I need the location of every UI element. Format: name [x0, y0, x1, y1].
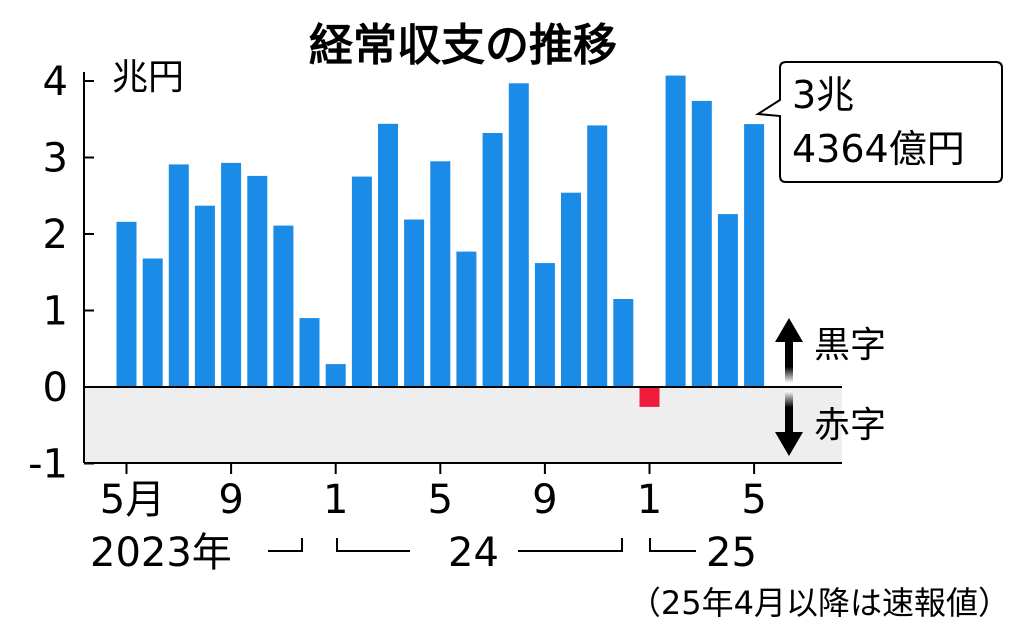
bar-2025-02 — [665, 75, 686, 387]
deficit-region — [84, 387, 842, 463]
x-tick-label: 1 — [637, 477, 662, 523]
bar-2024-04 — [404, 219, 425, 387]
bar-2025-01 — [639, 387, 660, 407]
bar-2024-03 — [378, 123, 398, 388]
bar-2023-05 — [116, 221, 137, 387]
y-axis-ticks: -1 0 1 2 3 4 — [28, 59, 94, 488]
value-callout: 3兆 4364億円 — [754, 61, 1003, 183]
deficit-arrow-icon — [775, 391, 803, 456]
bar-2023-07 — [168, 164, 189, 387]
bar-2024-09 — [534, 263, 555, 387]
bar-2024-08 — [508, 83, 529, 388]
bar-2023-08 — [194, 205, 215, 387]
year-brackets — [268, 538, 696, 552]
y-tick-label: 4 — [43, 59, 68, 105]
year-label-24: 24 — [448, 530, 499, 576]
y-tick-label: 2 — [43, 212, 68, 258]
deficit-label: 赤字 — [814, 405, 886, 446]
y-tick-label: 1 — [43, 289, 68, 335]
bar-2024-01 — [325, 364, 346, 387]
surplus-arrow-icon — [775, 318, 803, 383]
bar-2024-10 — [561, 192, 581, 387]
bar-2023-12 — [299, 318, 320, 387]
x-tick-label: 5月 — [100, 477, 165, 523]
callout-line-2: 4364億円 — [792, 127, 965, 171]
bar-2024-06 — [456, 251, 477, 387]
bar-2025-05 — [744, 124, 765, 387]
y-tick-label: 3 — [43, 136, 68, 182]
bar-2024-12 — [613, 299, 634, 387]
bar-2023-06 — [142, 258, 163, 387]
footnote: （25年4月以降は速報値） — [629, 584, 1010, 622]
x-tick-label: 1 — [323, 477, 348, 523]
chart-title: 経常収支の推移 — [309, 20, 617, 71]
x-axis-ticks: 5月 9 1 5 9 1 5 — [84, 462, 842, 523]
y-unit-label: 兆円 — [112, 57, 184, 98]
x-tick-label: 5 — [741, 477, 766, 523]
bar-2024-05 — [430, 161, 451, 387]
bar-series — [116, 75, 765, 407]
x-tick-label: 9 — [532, 477, 557, 523]
bar-2023-10 — [247, 175, 268, 387]
x-tick-label: 9 — [218, 477, 243, 523]
bar-2023-09 — [221, 162, 242, 387]
bar-2024-11 — [587, 125, 608, 388]
surplus-label: 黒字 — [814, 325, 886, 366]
y-tick-label: 0 — [43, 365, 68, 411]
bar-2023-11 — [273, 225, 294, 387]
bar-2025-03 — [691, 100, 712, 388]
y-tick-label: -1 — [28, 442, 68, 488]
year-label-2023: 2023年 — [90, 530, 232, 576]
bar-2024-07 — [482, 133, 503, 387]
callout-line-1: 3兆 — [792, 73, 854, 117]
bar-2024-02 — [351, 176, 372, 387]
x-tick-label: 5 — [428, 477, 453, 523]
year-label-25: 25 — [706, 530, 757, 576]
bar-2025-04 — [717, 214, 738, 387]
